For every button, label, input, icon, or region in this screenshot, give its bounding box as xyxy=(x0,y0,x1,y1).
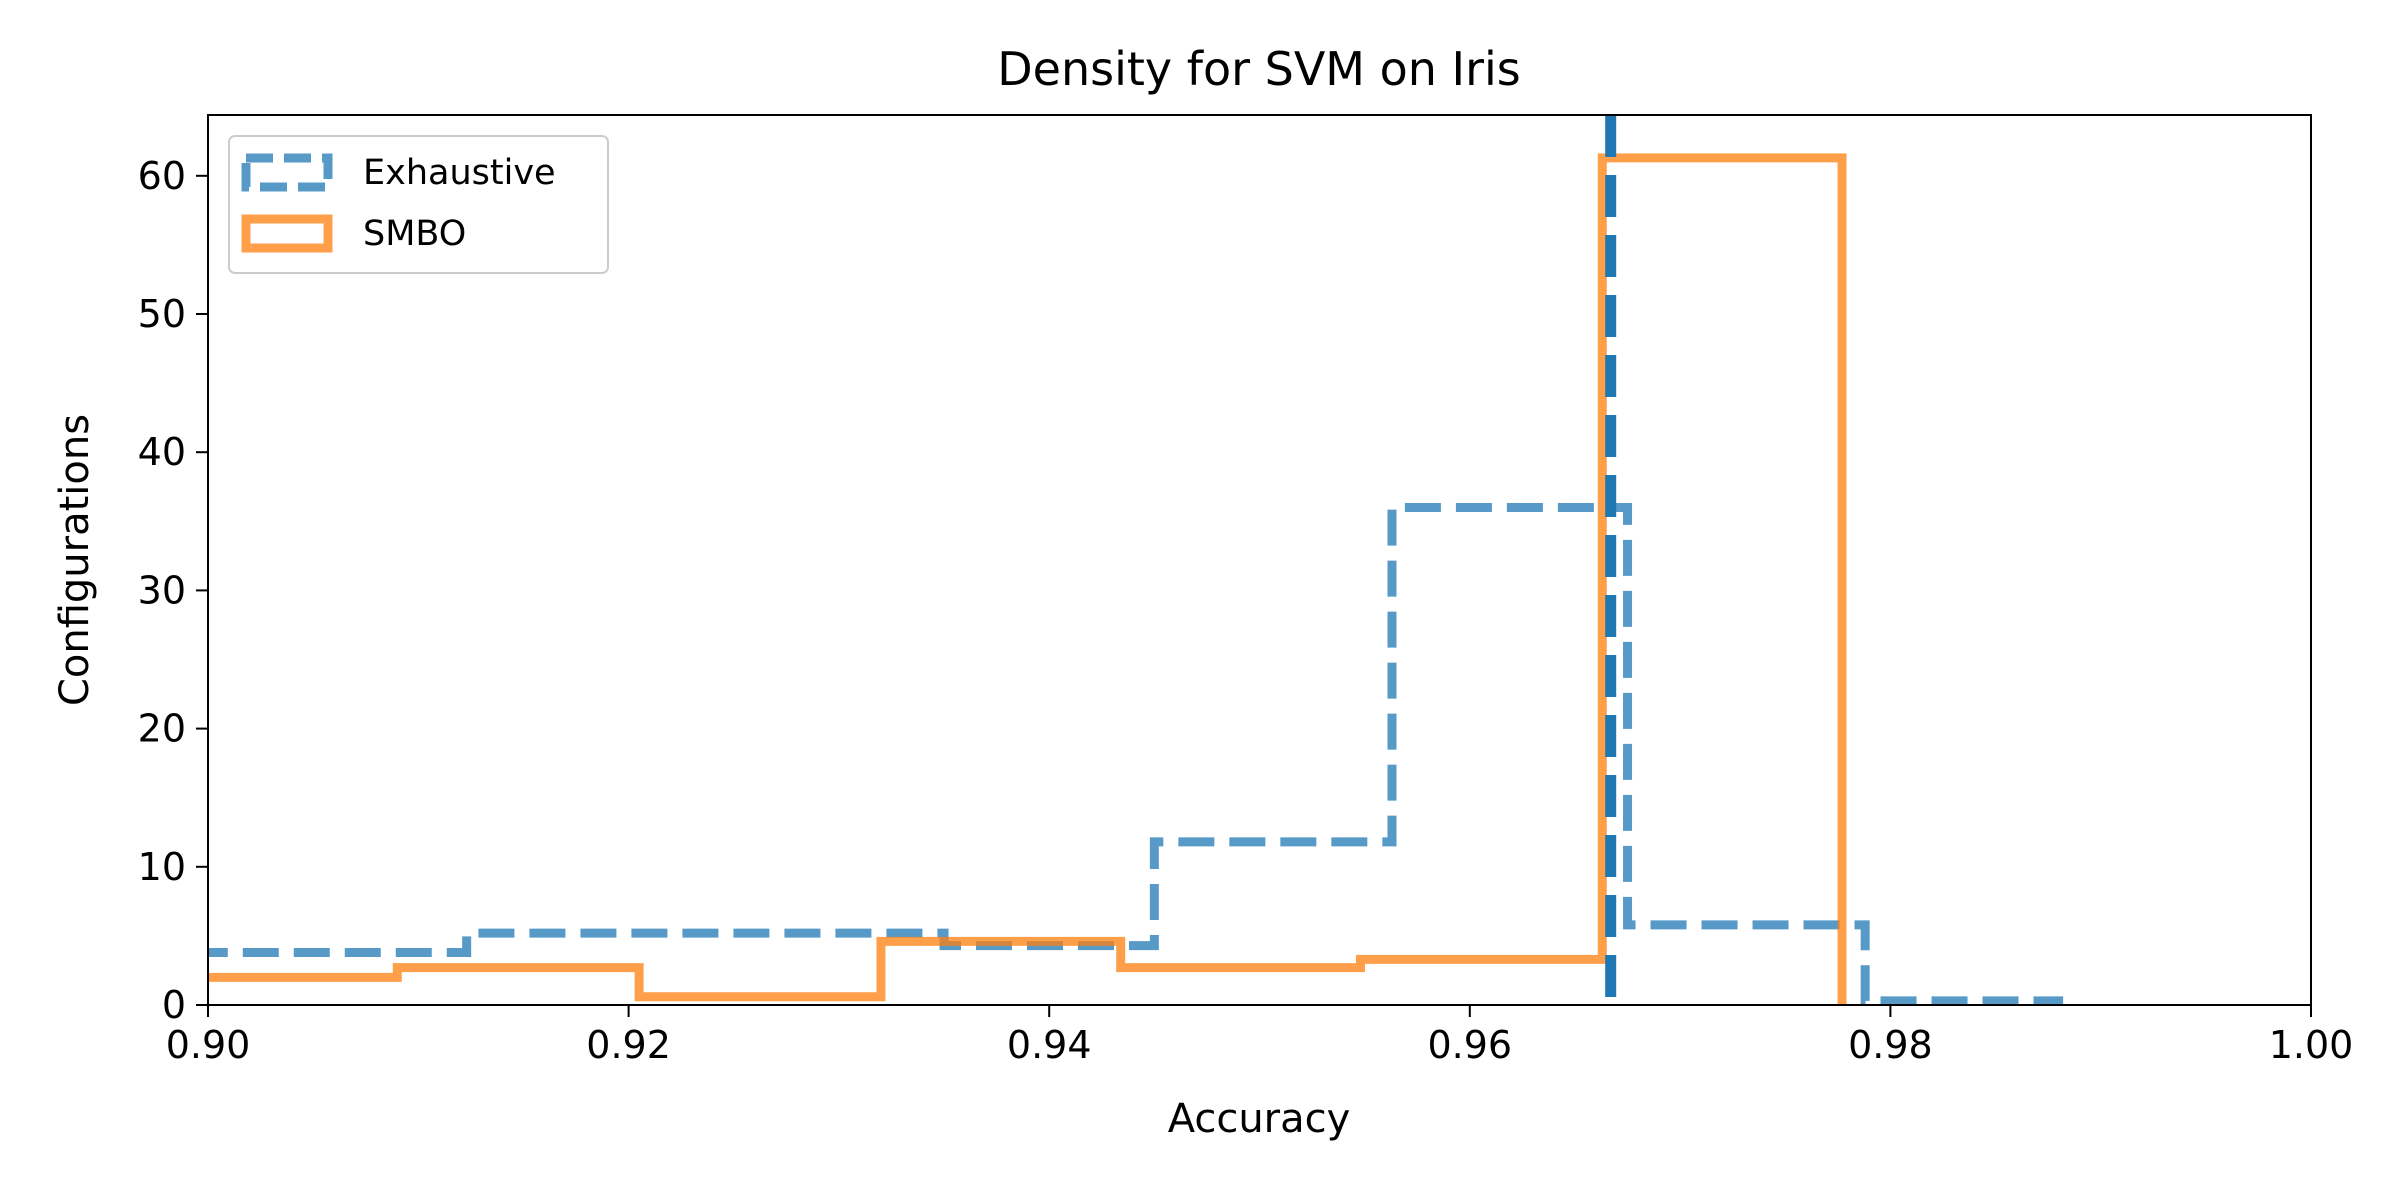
legend-swatch-smbo xyxy=(241,214,333,253)
series-exhaustive-step xyxy=(208,502,2064,1005)
y-tick-label: 20 xyxy=(138,707,186,751)
legend: Exhaustive SMBO xyxy=(228,135,609,274)
y-tick-label: 50 xyxy=(138,292,186,336)
x-tick-label: 0.98 xyxy=(1848,1023,1933,1067)
y-tick-label: 10 xyxy=(138,845,186,889)
y-tick-label: 40 xyxy=(138,430,186,474)
y-axis-label: Configurations xyxy=(52,414,98,706)
x-tick-label: 0.90 xyxy=(166,1023,251,1067)
series-layer xyxy=(208,153,2064,1005)
series-smbo-step xyxy=(208,153,1847,1005)
legend-label-exhaustive: Exhaustive xyxy=(363,153,556,193)
plot-frame xyxy=(207,114,2312,1006)
x-axis-label: Accuracy xyxy=(1168,1096,1351,1142)
y-tick-label: 0 xyxy=(162,983,186,1027)
y-tick-label: 60 xyxy=(138,154,186,198)
x-axis-ticks: 0.90 0.92 0.94 0.96 0.98 1.00 xyxy=(166,1005,2354,1067)
x-tick-label: 0.94 xyxy=(1007,1023,1092,1067)
x-tick-label: 0.92 xyxy=(586,1023,671,1067)
legend-swatch-exhaustive xyxy=(241,153,333,192)
x-tick-label: 1.00 xyxy=(2269,1023,2354,1067)
y-axis-ticks: 0 10 20 30 40 50 60 xyxy=(138,154,208,1027)
y-tick-label: 30 xyxy=(138,568,186,612)
x-tick-label: 0.96 xyxy=(1427,1023,1512,1067)
chart-title: Density for SVM on Iris xyxy=(997,42,1521,96)
legend-label-smbo: SMBO xyxy=(363,214,466,254)
